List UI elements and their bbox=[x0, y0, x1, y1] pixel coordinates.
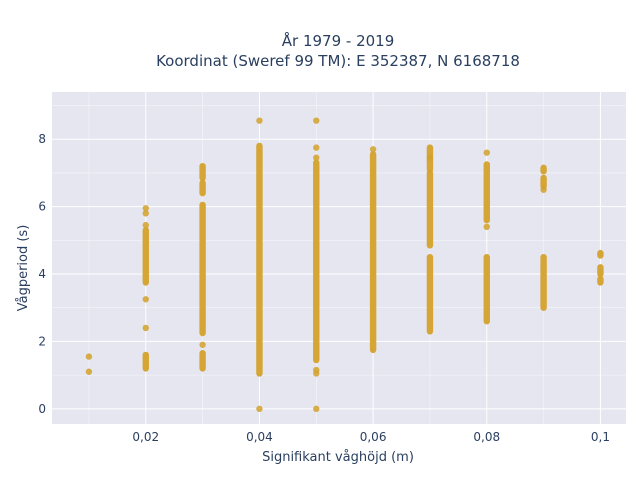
data-point-cluster bbox=[540, 174, 547, 190]
y-tick-label: 0 bbox=[38, 402, 46, 416]
data-point-cluster bbox=[483, 253, 490, 325]
y-tick-labels: 0 2 4 6 8 bbox=[38, 132, 46, 416]
data-point bbox=[256, 117, 263, 124]
x-tick-labels: 0,02 0,04 0,06 0,08 0,1 bbox=[132, 430, 610, 444]
y-tick-label: 4 bbox=[38, 267, 46, 281]
data-point bbox=[313, 154, 320, 161]
data-point-cluster bbox=[199, 350, 206, 372]
data-point bbox=[313, 405, 320, 413]
data-point-cluster bbox=[426, 169, 434, 249]
data-point bbox=[483, 149, 490, 156]
data-point bbox=[85, 368, 93, 375]
data-point-cluster bbox=[426, 253, 434, 335]
data-point-cluster bbox=[540, 253, 547, 311]
data-point-cluster bbox=[483, 161, 490, 224]
data-point bbox=[540, 186, 547, 193]
data-point-cluster bbox=[199, 179, 206, 197]
y-tick-label: 8 bbox=[38, 132, 46, 146]
data-point bbox=[85, 353, 93, 360]
data-point bbox=[142, 205, 149, 212]
data-point-cluster bbox=[313, 159, 320, 364]
data-point-cluster bbox=[199, 162, 206, 182]
data-point bbox=[199, 341, 206, 348]
data-point-cluster bbox=[597, 249, 604, 259]
x-tick-label: 0,06 bbox=[360, 430, 387, 444]
data-point bbox=[483, 223, 490, 231]
data-point bbox=[426, 154, 434, 161]
data-point bbox=[142, 296, 149, 303]
data-point-cluster bbox=[256, 142, 263, 377]
data-point bbox=[142, 210, 149, 217]
data-point-cluster bbox=[199, 201, 206, 337]
data-point-cluster bbox=[597, 275, 604, 286]
data-point-cluster bbox=[369, 151, 377, 354]
x-tick-label: 0,08 bbox=[473, 430, 500, 444]
data-point bbox=[313, 366, 320, 374]
y-tick-label: 6 bbox=[38, 200, 46, 214]
data-point bbox=[142, 221, 149, 229]
data-point bbox=[313, 117, 320, 124]
data-point-cluster bbox=[142, 351, 149, 372]
data-point bbox=[313, 144, 320, 151]
data-point-cluster bbox=[142, 226, 149, 286]
data-point-cluster bbox=[540, 164, 547, 175]
y-tick-label: 2 bbox=[38, 334, 46, 348]
x-tick-label: 0,02 bbox=[132, 430, 159, 444]
data-point bbox=[142, 324, 149, 332]
x-axis-title: Signifikant våghöjd (m) bbox=[262, 450, 414, 465]
data-point-cluster bbox=[597, 264, 604, 278]
data-points bbox=[85, 117, 604, 413]
data-point bbox=[256, 405, 263, 413]
data-point bbox=[369, 146, 377, 153]
x-tick-label: 0,04 bbox=[246, 430, 273, 444]
x-tick-label: 0,1 bbox=[591, 430, 610, 444]
y-axis-title: Vågperiod (s) bbox=[16, 225, 31, 312]
chart-title-line-2: Koordinat (Sweref 99 TM): E 352387, N 61… bbox=[156, 52, 520, 70]
plot-background bbox=[52, 92, 626, 424]
chart-title-line-1: År 1979 - 2019 bbox=[282, 31, 395, 50]
